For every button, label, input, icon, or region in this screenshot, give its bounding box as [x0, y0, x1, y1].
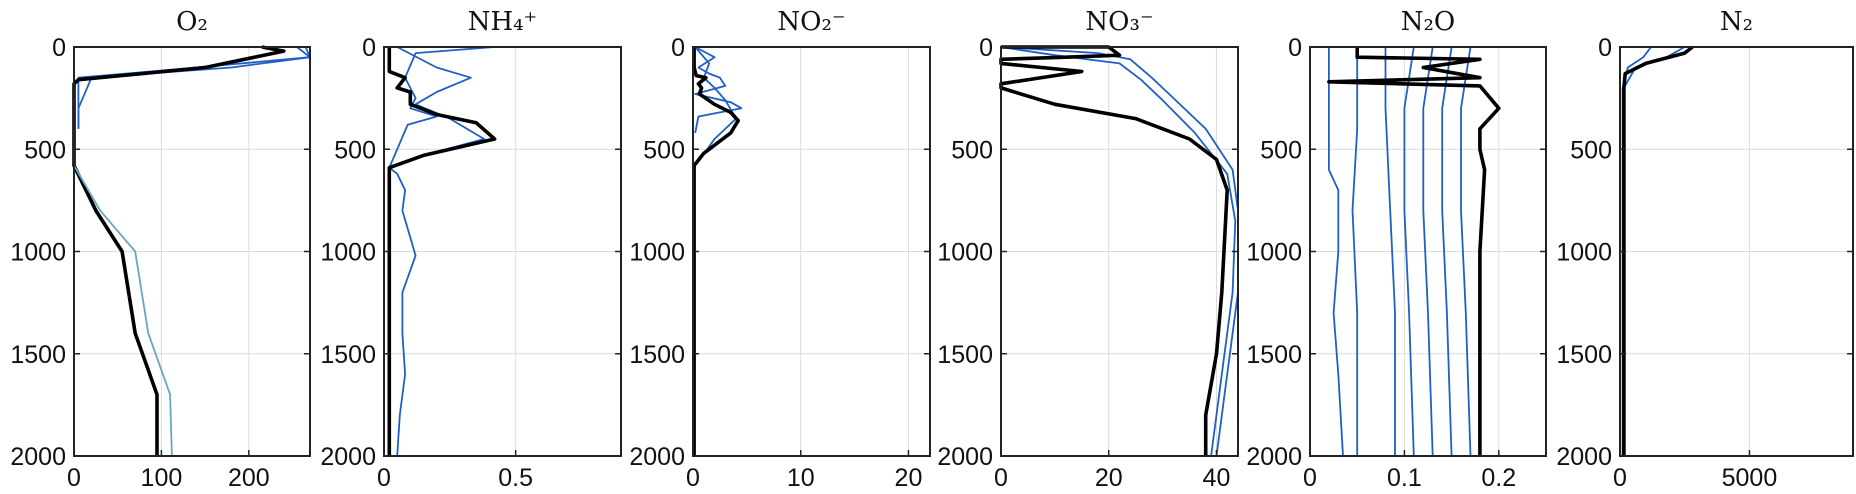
x-tick-label: 0	[686, 464, 700, 492]
profile-line	[1422, 46, 1434, 457]
x-tick-label: 0	[994, 464, 1008, 492]
panel-title: NH₄⁺	[468, 7, 538, 37]
profile-line	[1384, 47, 1396, 456]
y-tick-label: 2000	[1246, 443, 1302, 471]
x-tick-label: 20	[1095, 464, 1123, 492]
y-tick-label: 1000	[10, 239, 66, 267]
panel-title: N₂O	[1401, 7, 1456, 37]
panel-2: 0 10 20 0 500 1000 1500 2000 NO₂⁻	[629, 7, 931, 492]
panel-1: 0 0.5 0 500 1000 1500 2000 NH₄⁺	[320, 7, 622, 492]
y-tick-label: 1000	[629, 239, 685, 267]
y-tick-label: 1000	[1246, 239, 1302, 267]
profile-line	[1000, 46, 1237, 457]
y-tick-label: 500	[643, 136, 685, 164]
profile-line	[77, 46, 311, 129]
y-tick-label: 1500	[1556, 341, 1612, 369]
x-tick-label: 5000	[1722, 464, 1778, 492]
final-profile-line	[1327, 47, 1501, 456]
panel-3: 0 20 40 0 500 1000 1500 2000 NO₃⁻	[937, 7, 1239, 492]
profile-line	[1403, 46, 1415, 457]
y-tick-label: 500	[1570, 136, 1612, 164]
x-tick-label: 0.5	[498, 464, 533, 492]
final-profile-line	[999, 45, 1229, 456]
panel-title: O₂	[176, 7, 208, 37]
panel-4: 0 0.1 0.2 0 500 1000 1500 2000 N₂O	[1246, 7, 1547, 492]
panel-title: NO₃⁻	[1085, 7, 1153, 37]
y-tick-label: 500	[24, 136, 66, 164]
final-profile-line	[692, 47, 741, 456]
y-tick-label: 2000	[629, 443, 685, 471]
y-tick-label: 0	[979, 34, 993, 62]
x-tick-label: 40	[1203, 464, 1231, 492]
y-tick-label: 2000	[1556, 443, 1612, 471]
y-tick-label: 1000	[320, 239, 376, 267]
y-tick-label: 1500	[937, 341, 993, 369]
y-tick-label: 0	[1598, 34, 1612, 62]
x-tick-label: 0	[1303, 464, 1317, 492]
profile-line	[694, 46, 737, 163]
y-tick-label: 1500	[1246, 341, 1302, 369]
y-tick-label: 0	[362, 34, 376, 62]
y-tick-label: 1500	[629, 341, 685, 369]
y-tick-label: 2000	[320, 443, 376, 471]
y-tick-label: 2000	[10, 443, 66, 471]
x-tick-label: 10	[787, 464, 815, 492]
y-tick-label: 0	[1288, 34, 1302, 62]
panel-title: NO₂⁻	[777, 7, 845, 37]
x-tick-label: 0	[1613, 464, 1627, 492]
y-tick-label: 500	[951, 136, 993, 164]
profile-line	[73, 165, 173, 457]
profile-line	[1000, 46, 1239, 457]
x-tick-label: 100	[141, 464, 183, 492]
x-tick-label: 200	[228, 464, 270, 492]
x-tick-label: 20	[895, 464, 923, 492]
y-tick-label: 1000	[937, 239, 993, 267]
y-tick-label: 2000	[937, 443, 993, 471]
y-tick-label: 500	[334, 136, 376, 164]
panel-5: 0 5000 0 500 1000 1500 2000 N₂	[1556, 7, 1854, 492]
profile-line	[1328, 47, 1344, 457]
profile-line	[1460, 46, 1472, 457]
y-tick-label: 1000	[1556, 239, 1612, 267]
y-tick-label: 0	[671, 34, 685, 62]
profile-line	[388, 46, 495, 457]
profile-line	[1441, 46, 1453, 457]
x-tick-label: 0.1	[1387, 464, 1422, 492]
x-tick-label: 0	[377, 464, 391, 492]
profile-line	[1351, 47, 1359, 456]
y-tick-label: 1500	[320, 341, 376, 369]
x-tick-label: 0	[67, 464, 81, 492]
y-tick-label: 1500	[10, 341, 66, 369]
final-profile-line	[387, 47, 497, 456]
x-tick-label: 0.2	[1481, 464, 1516, 492]
y-tick-label: 0	[52, 34, 66, 62]
profile-line	[77, 46, 311, 129]
y-tick-label: 500	[1260, 136, 1302, 164]
panel-title: N₂	[1720, 7, 1753, 37]
